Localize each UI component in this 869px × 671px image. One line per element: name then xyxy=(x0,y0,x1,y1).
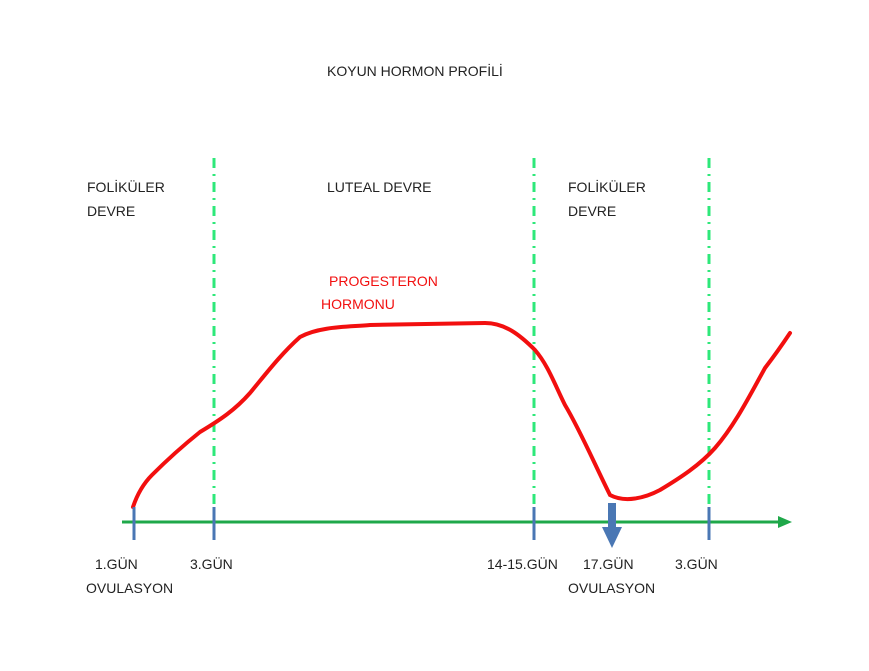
ovulation-arrow-shaft xyxy=(608,503,616,528)
tick-label-day3b: 3.GÜN xyxy=(675,556,718,572)
phase-follicular-1-line2: DEVRE xyxy=(87,203,136,219)
phase-follicular-1-line1: FOLİKÜLER xyxy=(87,179,165,195)
progesterone-curve xyxy=(131,320,792,509)
tick-label-day14: 14-15.GÜN xyxy=(487,556,558,572)
tick-sublabel-day17: OVULASYON xyxy=(568,580,656,596)
tick-label-day17: 17.GÜN xyxy=(583,556,634,572)
phase-follicular-2-line1: FOLİKÜLER xyxy=(568,179,646,195)
tick-label-day1: 1.GÜN xyxy=(95,556,138,572)
curve-label-line1: PROGESTERON xyxy=(329,273,438,289)
axis-arrowhead-icon xyxy=(778,516,792,528)
ovulation-arrow-icon xyxy=(602,527,622,548)
phase-follicular-2-line2: DEVRE xyxy=(568,203,617,219)
phase-luteal: LUTEAL DEVRE xyxy=(327,179,432,195)
diagram-title: KOYUN HORMON PROFİLİ xyxy=(327,63,503,79)
curve-label-line2: HORMONU xyxy=(321,296,395,312)
tick-label-day3: 3.GÜN xyxy=(190,556,233,572)
tick-sublabel-day1: OVULASYON xyxy=(86,580,174,596)
